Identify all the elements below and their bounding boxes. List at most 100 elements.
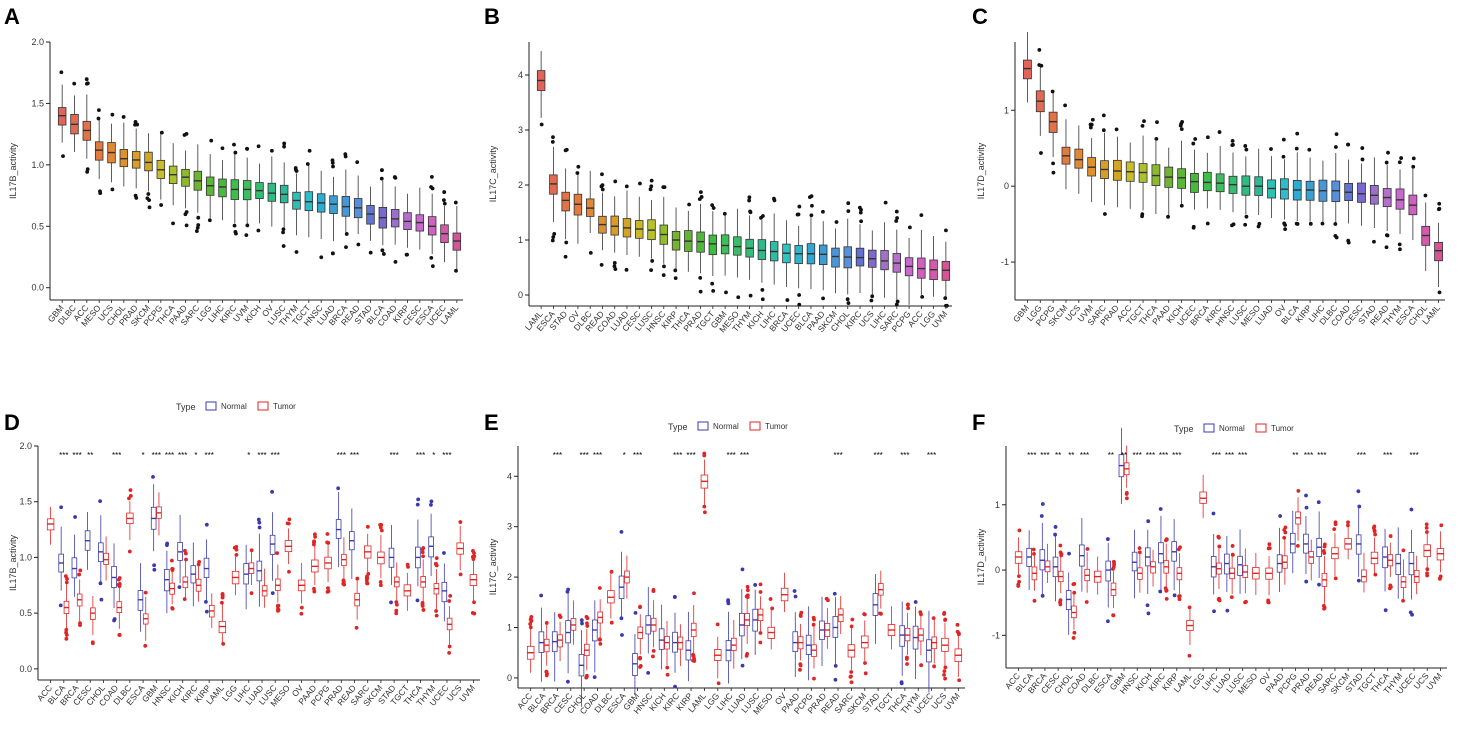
outlier-point xyxy=(745,652,750,656)
outlier-point xyxy=(795,212,800,217)
significance-label: *** xyxy=(442,451,451,460)
legend: Type Normal Tumor xyxy=(1174,423,1294,434)
box-iqr xyxy=(1434,241,1443,262)
outlier-point xyxy=(421,554,425,559)
outlier-point xyxy=(1401,598,1405,603)
outlier-point xyxy=(184,557,188,562)
outlier-point xyxy=(894,302,899,307)
outlier-point xyxy=(1217,544,1222,549)
significance-label: * xyxy=(247,451,250,460)
significance-label: *** xyxy=(726,451,735,460)
outlier-point xyxy=(551,135,555,140)
box-normal-lusc xyxy=(269,489,276,596)
y-axis-title: IL17B_activity xyxy=(8,534,18,591)
box-dlbc xyxy=(1331,132,1341,240)
outlier-point xyxy=(943,296,948,301)
outlier-point xyxy=(1295,543,1300,548)
box-tumor-dlbc xyxy=(1093,556,1102,595)
box-normal-esca xyxy=(137,563,144,632)
y-axis-title: IL17D_activity xyxy=(976,528,986,585)
outlier-point xyxy=(544,669,549,674)
significance-label: *** xyxy=(1159,451,1168,460)
box-normal-chol xyxy=(578,618,585,707)
outlier-point xyxy=(612,261,617,265)
outlier-point xyxy=(97,108,101,113)
box-tumor-skcm xyxy=(1344,520,1352,560)
outlier-point xyxy=(203,599,208,604)
outlier-point xyxy=(458,572,463,577)
outlier-point xyxy=(98,191,103,196)
box-normal-thym xyxy=(428,499,434,577)
outlier-point xyxy=(1155,120,1159,125)
outlier-point xyxy=(585,621,589,626)
box-iqr xyxy=(632,653,638,676)
box-normal-coad xyxy=(592,600,598,680)
outlier-point xyxy=(798,662,803,667)
outlier-point xyxy=(662,264,666,269)
outlier-point xyxy=(748,293,753,298)
outlier-point xyxy=(145,196,150,201)
panel-label: A xyxy=(4,4,20,29)
outlier-point xyxy=(343,152,348,157)
significance-label: *** xyxy=(686,451,695,460)
outlier-point xyxy=(196,215,201,220)
box-laml xyxy=(452,200,462,273)
outlier-point xyxy=(1146,611,1151,616)
outlier-point xyxy=(282,144,286,149)
box-tumor-paad xyxy=(311,532,319,594)
outlier-point xyxy=(528,622,533,626)
outlier-point xyxy=(415,598,420,603)
outlier-point xyxy=(256,228,261,233)
outlier-point xyxy=(287,517,292,522)
box-iqr xyxy=(557,634,563,648)
outlier-point xyxy=(1216,597,1221,602)
box-tumor-luad xyxy=(744,584,750,658)
outlier-point xyxy=(1178,545,1182,550)
outlier-point xyxy=(281,244,286,248)
outlier-point xyxy=(1384,160,1389,165)
box-normal-lihc xyxy=(725,598,732,684)
outlier-point xyxy=(453,200,458,205)
outlier-point xyxy=(1205,135,1210,140)
box-ov xyxy=(267,148,277,227)
outlier-point xyxy=(442,551,446,555)
box-ov xyxy=(1280,137,1289,232)
outlier-point xyxy=(797,204,802,209)
outlier-point xyxy=(1058,543,1063,548)
outlier-point xyxy=(1308,221,1313,226)
outlier-point xyxy=(447,644,452,649)
outlier-point xyxy=(597,637,602,642)
outlier-point xyxy=(64,580,69,585)
box-thca xyxy=(168,143,178,226)
outlier-point xyxy=(368,250,373,255)
outlier-point xyxy=(833,677,838,682)
box-tumor-chol xyxy=(584,614,590,680)
outlier-point xyxy=(434,563,439,568)
significance-label: *** xyxy=(1172,451,1181,460)
box-tumor-skcm xyxy=(861,612,869,676)
box-normal-kich xyxy=(658,604,665,670)
box-tumor-blca xyxy=(63,574,70,641)
legend-title: Type xyxy=(1174,424,1194,434)
outlier-point xyxy=(692,591,696,596)
outlier-point xyxy=(722,211,727,216)
outlier-point xyxy=(1281,154,1286,159)
outlier-point xyxy=(566,587,571,592)
outlier-point xyxy=(378,583,383,588)
box-iqr xyxy=(565,620,571,644)
outlier-point xyxy=(1333,222,1338,226)
box-tumor-esca xyxy=(624,555,630,599)
box-tumor-stad xyxy=(1361,552,1367,593)
legend-key-tumor xyxy=(1255,423,1267,433)
outlier-point xyxy=(1282,535,1287,540)
outlier-point xyxy=(895,299,900,304)
outlier-point xyxy=(59,70,64,75)
box-dlbc xyxy=(585,170,595,255)
outlier-point xyxy=(904,657,909,661)
outlier-point xyxy=(1111,559,1116,564)
box-normal-thym xyxy=(912,600,919,680)
outlier-point xyxy=(416,497,421,502)
box-iqr xyxy=(269,534,276,555)
outlier-point xyxy=(232,142,236,147)
